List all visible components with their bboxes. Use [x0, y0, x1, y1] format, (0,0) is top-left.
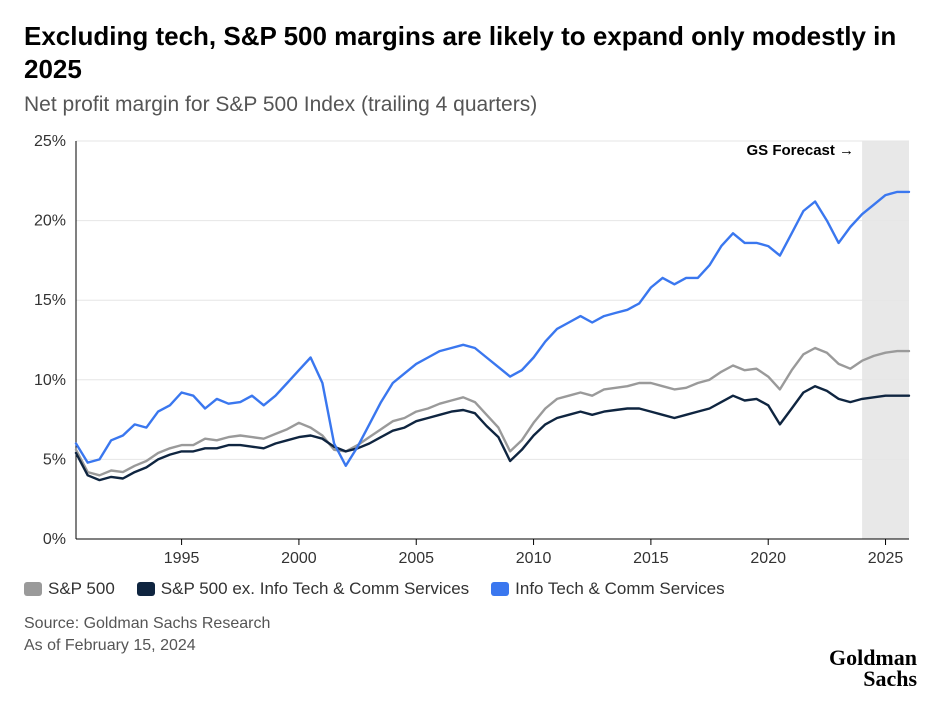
- chart-subtitle: Net profit margin for S&P 500 Index (tra…: [24, 93, 917, 117]
- legend-item-sp500_ex: S&P 500 ex. Info Tech & Comm Services: [137, 579, 469, 599]
- legend-label: S&P 500: [48, 579, 115, 599]
- svg-text:GS Forecast →: GS Forecast →: [747, 142, 855, 159]
- chart-area: 0% 5% 10% 15% 20% 25% 1995 2000 2005 2010 2015 2020…: [24, 131, 917, 569]
- legend-swatch: [491, 582, 509, 596]
- svg-text:1995: 1995: [164, 550, 200, 567]
- svg-text:2000: 2000: [281, 550, 317, 567]
- svg-text:15%: 15%: [34, 292, 66, 309]
- svg-text:0%: 0%: [43, 531, 66, 548]
- legend-label: S&P 500 ex. Info Tech & Comm Services: [161, 579, 469, 599]
- svg-text:2015: 2015: [633, 550, 669, 567]
- svg-text:5%: 5%: [43, 451, 66, 468]
- svg-text:2010: 2010: [516, 550, 552, 567]
- svg-text:25%: 25%: [34, 133, 66, 150]
- svg-text:2020: 2020: [750, 550, 786, 567]
- legend-swatch: [137, 582, 155, 596]
- svg-text:2025: 2025: [868, 550, 904, 567]
- legend-item-infotech: Info Tech & Comm Services: [491, 579, 724, 599]
- logo-line2: Sachs: [829, 669, 917, 690]
- legend-label: Info Tech & Comm Services: [515, 579, 724, 599]
- goldman-sachs-logo: Goldman Sachs: [829, 648, 917, 690]
- asof-line: As of February 15, 2024: [24, 635, 917, 657]
- chart-footer: Source: Goldman Sachs Research As of Feb…: [24, 613, 917, 656]
- legend-swatch: [24, 582, 42, 596]
- svg-text:2005: 2005: [398, 550, 434, 567]
- chart-title: Excluding tech, S&P 500 margins are like…: [24, 20, 917, 85]
- svg-text:20%: 20%: [34, 213, 66, 230]
- legend: S&P 500 S&P 500 ex. Info Tech & Comm Serv…: [24, 579, 917, 599]
- legend-item-sp500: S&P 500: [24, 579, 115, 599]
- svg-text:10%: 10%: [34, 372, 66, 389]
- line-chart-svg: 0% 5% 10% 15% 20% 25% 1995 2000 2005 2010 2015 2020…: [24, 131, 917, 569]
- source-line: Source: Goldman Sachs Research: [24, 613, 917, 635]
